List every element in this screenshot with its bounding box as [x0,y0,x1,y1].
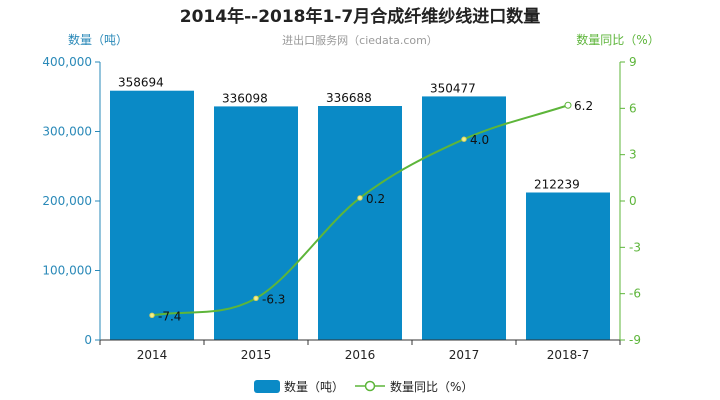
left-y-tick-label: 400,000 [42,55,92,69]
right-y-tick-label: 3 [629,148,637,162]
yoy-point-label: -7.4 [158,309,181,323]
left-y-tick-label: 0 [84,333,92,347]
x-tick-label: 2015 [241,348,272,362]
bar-value-label: 212239 [534,177,580,191]
bar-2017 [422,96,506,340]
bar-2016 [318,106,402,341]
right-y-tick-label: -3 [629,240,641,254]
x-tick-label: 2017 [449,348,480,362]
right-axis-label: 数量同比（%） [576,32,659,47]
legend: 数量（吨） 数量同比（%） [254,379,473,394]
line-series-group: -7.4 -6.3 0.2 4.0 6.2 [149,99,593,323]
yoy-point-label: -6.3 [262,292,285,306]
chart-title: 2014年--2018年1-7月合成纤维纱线进口数量 [180,6,540,27]
bar-value-label: 358694 [118,76,164,90]
bar-value-label: 336098 [222,91,268,105]
yoy-point [253,295,259,301]
yoy-point-label: 6.2 [574,99,593,113]
legend-bar-label: 数量（吨） [284,379,344,394]
legend-line-label: 数量同比（%） [390,379,473,394]
yoy-point [357,195,363,201]
yoy-point [149,312,155,318]
legend-line-marker [364,380,376,392]
left-y-tick-label: 300,000 [42,125,92,139]
yoy-point [564,101,572,109]
x-tick-label: 2014 [137,348,168,362]
yoy-point-label: 4.0 [470,133,489,147]
yoy-point-label: 0.2 [366,192,385,206]
bar-2014 [110,90,194,340]
right-y-tick-label: -9 [629,333,641,347]
right-y-tick-label: 0 [629,194,637,208]
left-y-tick-label: 100,000 [42,264,92,278]
chart-subtitle: 进出口服务网（ciedata.com） [282,33,438,47]
right-y-tick-label: -6 [629,287,641,301]
left-axis-label: 数量（吨） [68,32,128,47]
axes-group: 2014 2015 2016 2017 2018-70100,000200,000300… [42,55,641,362]
x-tick-label: 2018-7 [547,348,590,362]
x-tick-label: 2016 [345,348,376,362]
bar-value-label: 350477 [430,81,476,95]
legend-bar-swatch [254,380,280,393]
right-y-tick-label: 9 [629,55,637,69]
left-y-tick-label: 200,000 [42,194,92,208]
yoy-point [461,136,467,142]
bar-2015 [214,106,298,340]
bar-value-label: 336688 [326,91,372,105]
right-y-tick-label: 6 [629,101,637,115]
bar-2018-7 [526,192,610,340]
